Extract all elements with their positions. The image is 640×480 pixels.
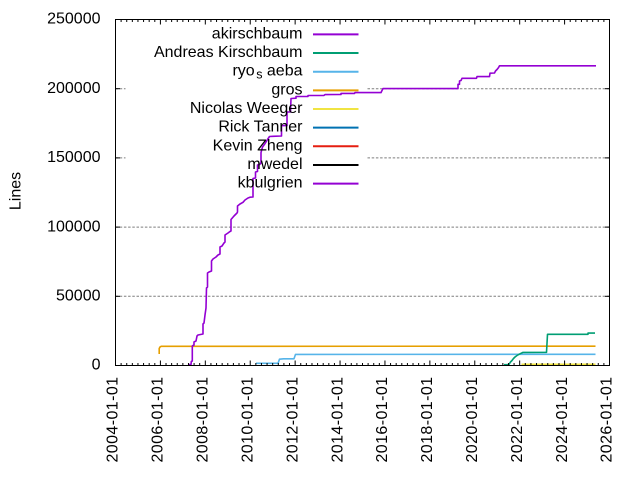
svg-text:mwedel: mwedel <box>247 156 302 173</box>
svg-text:50000: 50000 <box>56 288 101 305</box>
svg-text:gros: gros <box>271 81 302 98</box>
svg-text:2004-01-01: 2004-01-01 <box>105 377 122 463</box>
svg-text:2026-01-01: 2026-01-01 <box>599 377 616 463</box>
svg-text:150000: 150000 <box>47 149 100 166</box>
svg-text:Andreas Kirschbaum: Andreas Kirschbaum <box>154 44 303 61</box>
svg-text:Lines: Lines <box>8 172 25 210</box>
svg-text:2018-01-01: 2018-01-01 <box>419 377 436 463</box>
svg-text:2024-01-01: 2024-01-01 <box>554 377 571 463</box>
svg-text:2016-01-01: 2016-01-01 <box>374 377 391 463</box>
svg-text:Nicolas Weeger: Nicolas Weeger <box>190 100 303 117</box>
svg-text:2010-01-01: 2010-01-01 <box>239 377 256 463</box>
svg-text:akirschbaum: akirschbaum <box>212 25 303 42</box>
svg-text:0: 0 <box>92 357 101 374</box>
svg-text:2020-01-01: 2020-01-01 <box>464 377 481 463</box>
svg-text:2014-01-01: 2014-01-01 <box>329 377 346 463</box>
svg-text:Kevin Zheng: Kevin Zheng <box>213 137 303 154</box>
svg-text:250000: 250000 <box>47 11 100 28</box>
svg-text:2008-01-01: 2008-01-01 <box>195 377 212 463</box>
svg-text:100000: 100000 <box>47 218 100 235</box>
svg-text:200000: 200000 <box>47 80 100 97</box>
svg-text:2022-01-01: 2022-01-01 <box>509 377 526 463</box>
svg-text:2012-01-01: 2012-01-01 <box>284 377 301 463</box>
svg-text:Rick Tanner: Rick Tanner <box>218 119 303 136</box>
svg-text:kbulgrien: kbulgrien <box>238 175 303 192</box>
svg-text:2006-01-01: 2006-01-01 <box>150 377 167 463</box>
